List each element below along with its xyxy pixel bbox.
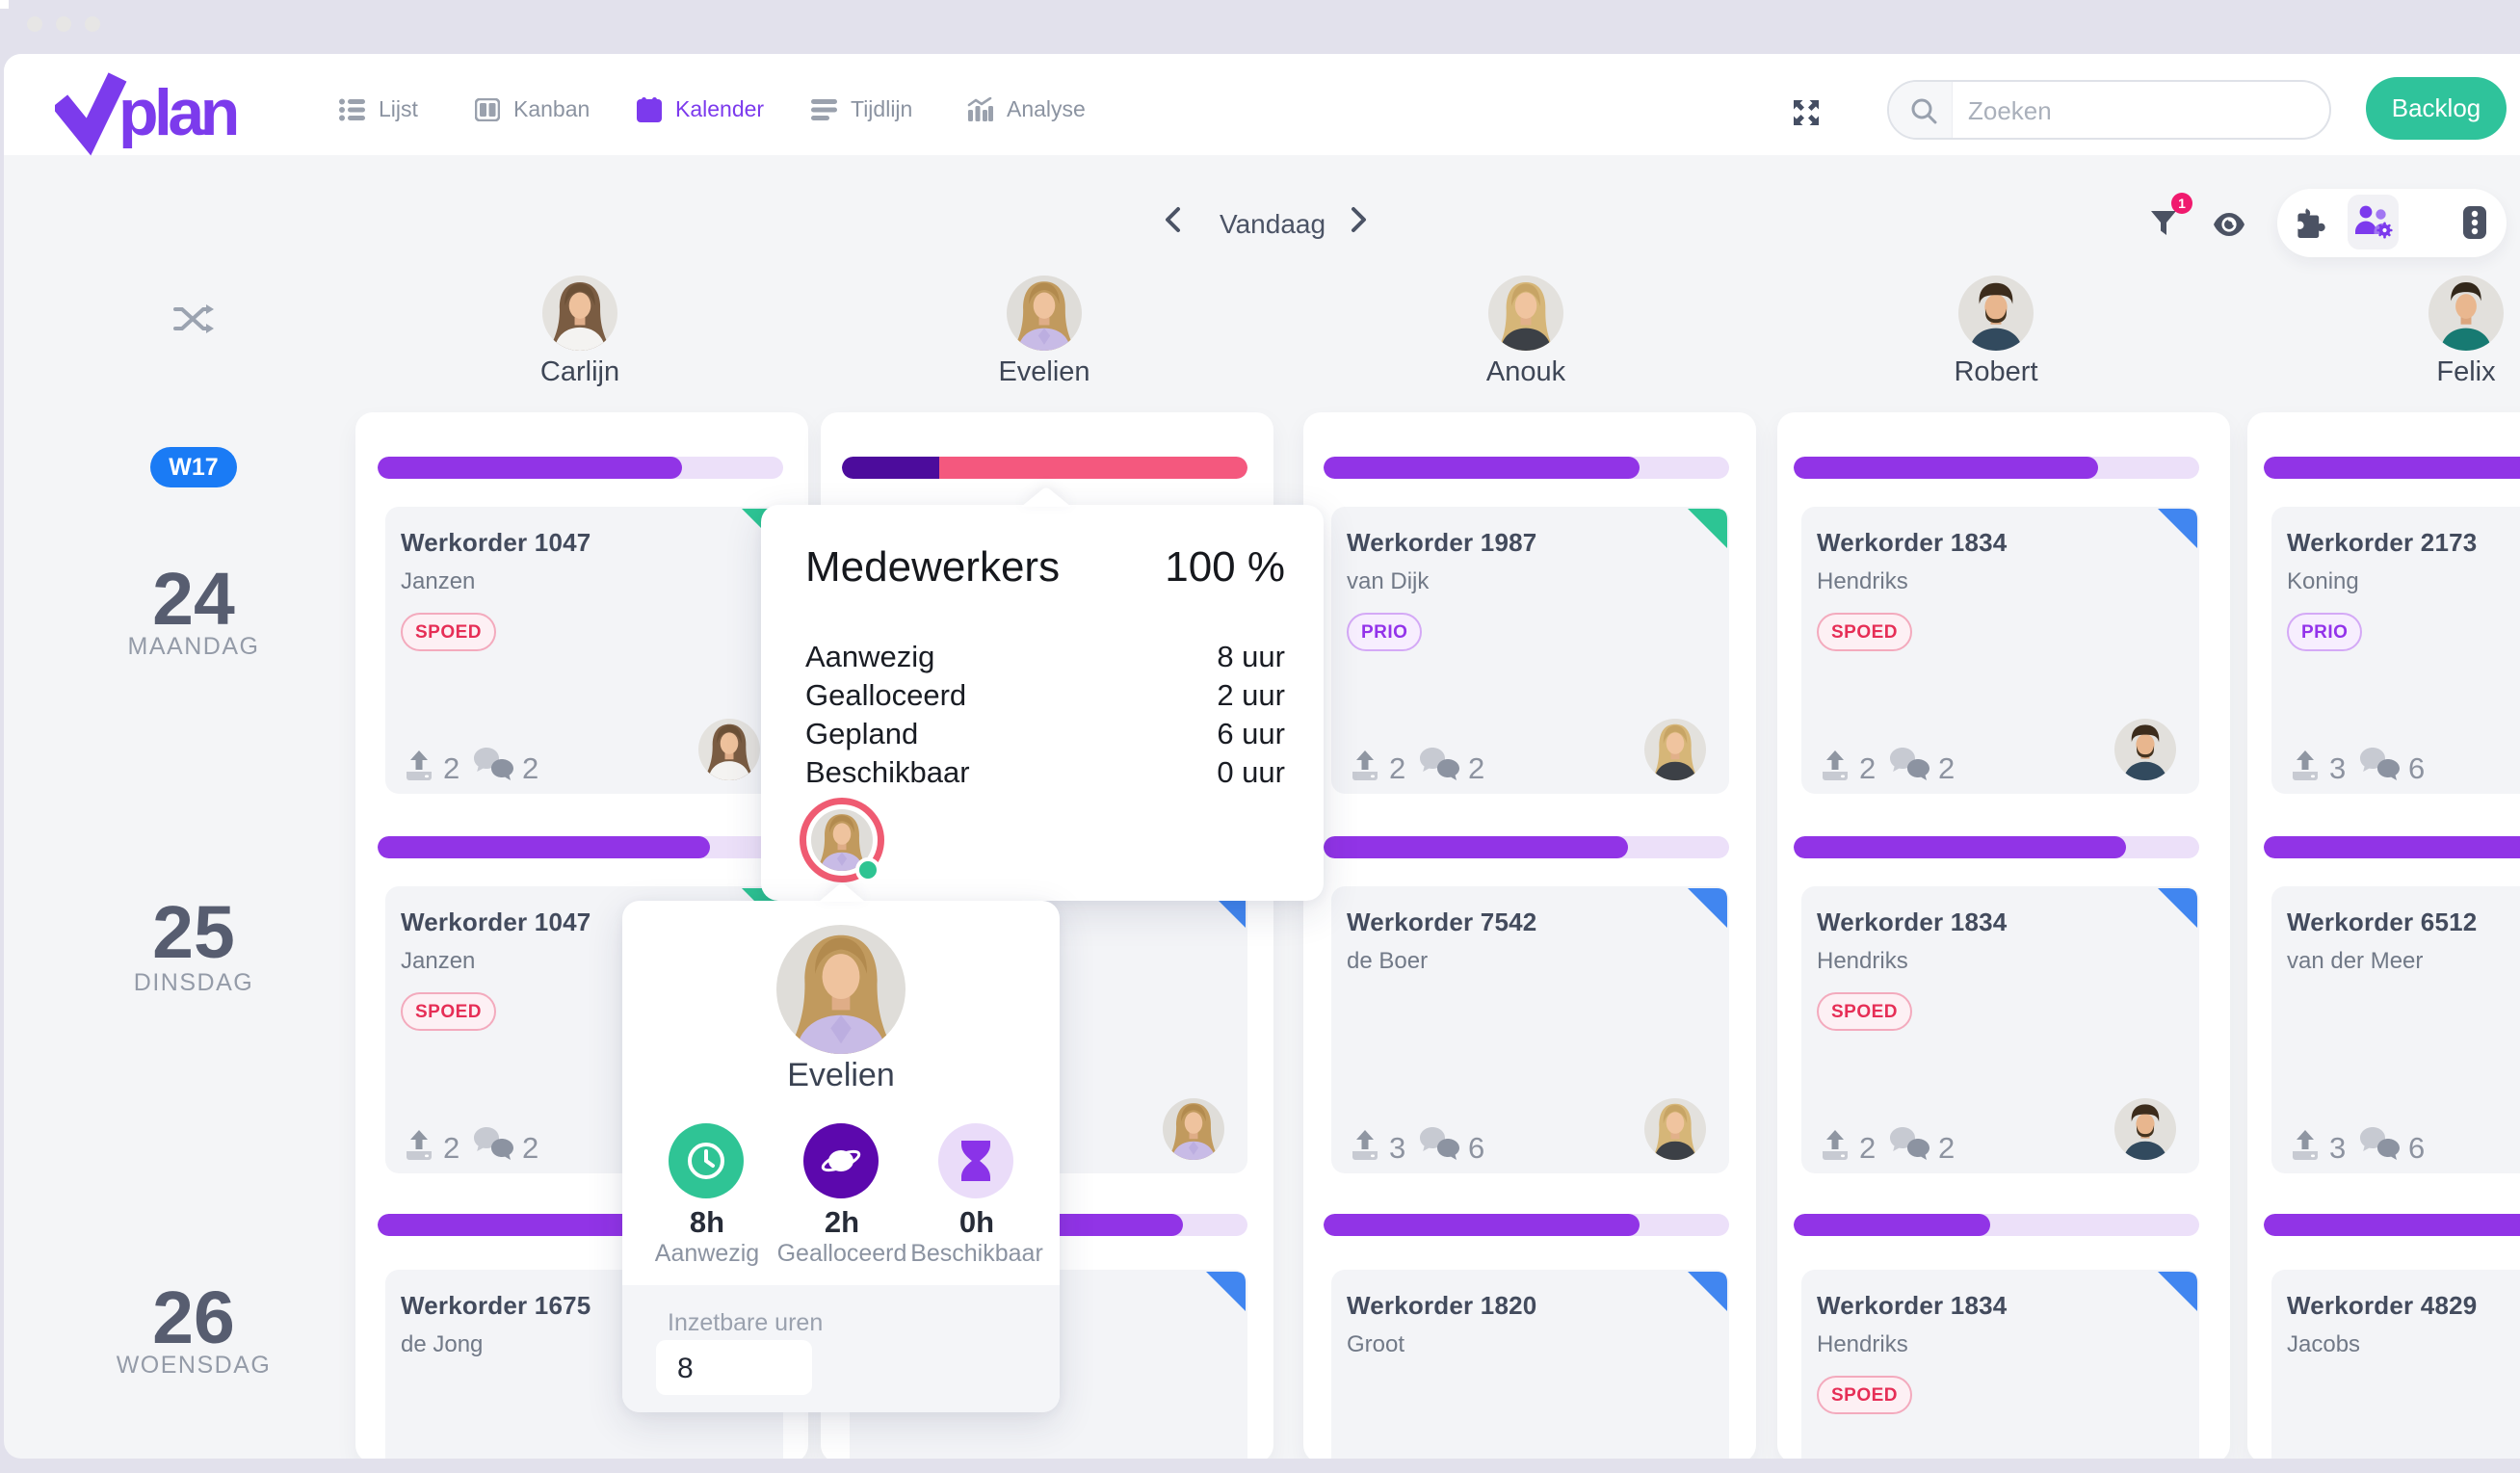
- svg-text:plan: plan: [118, 76, 237, 149]
